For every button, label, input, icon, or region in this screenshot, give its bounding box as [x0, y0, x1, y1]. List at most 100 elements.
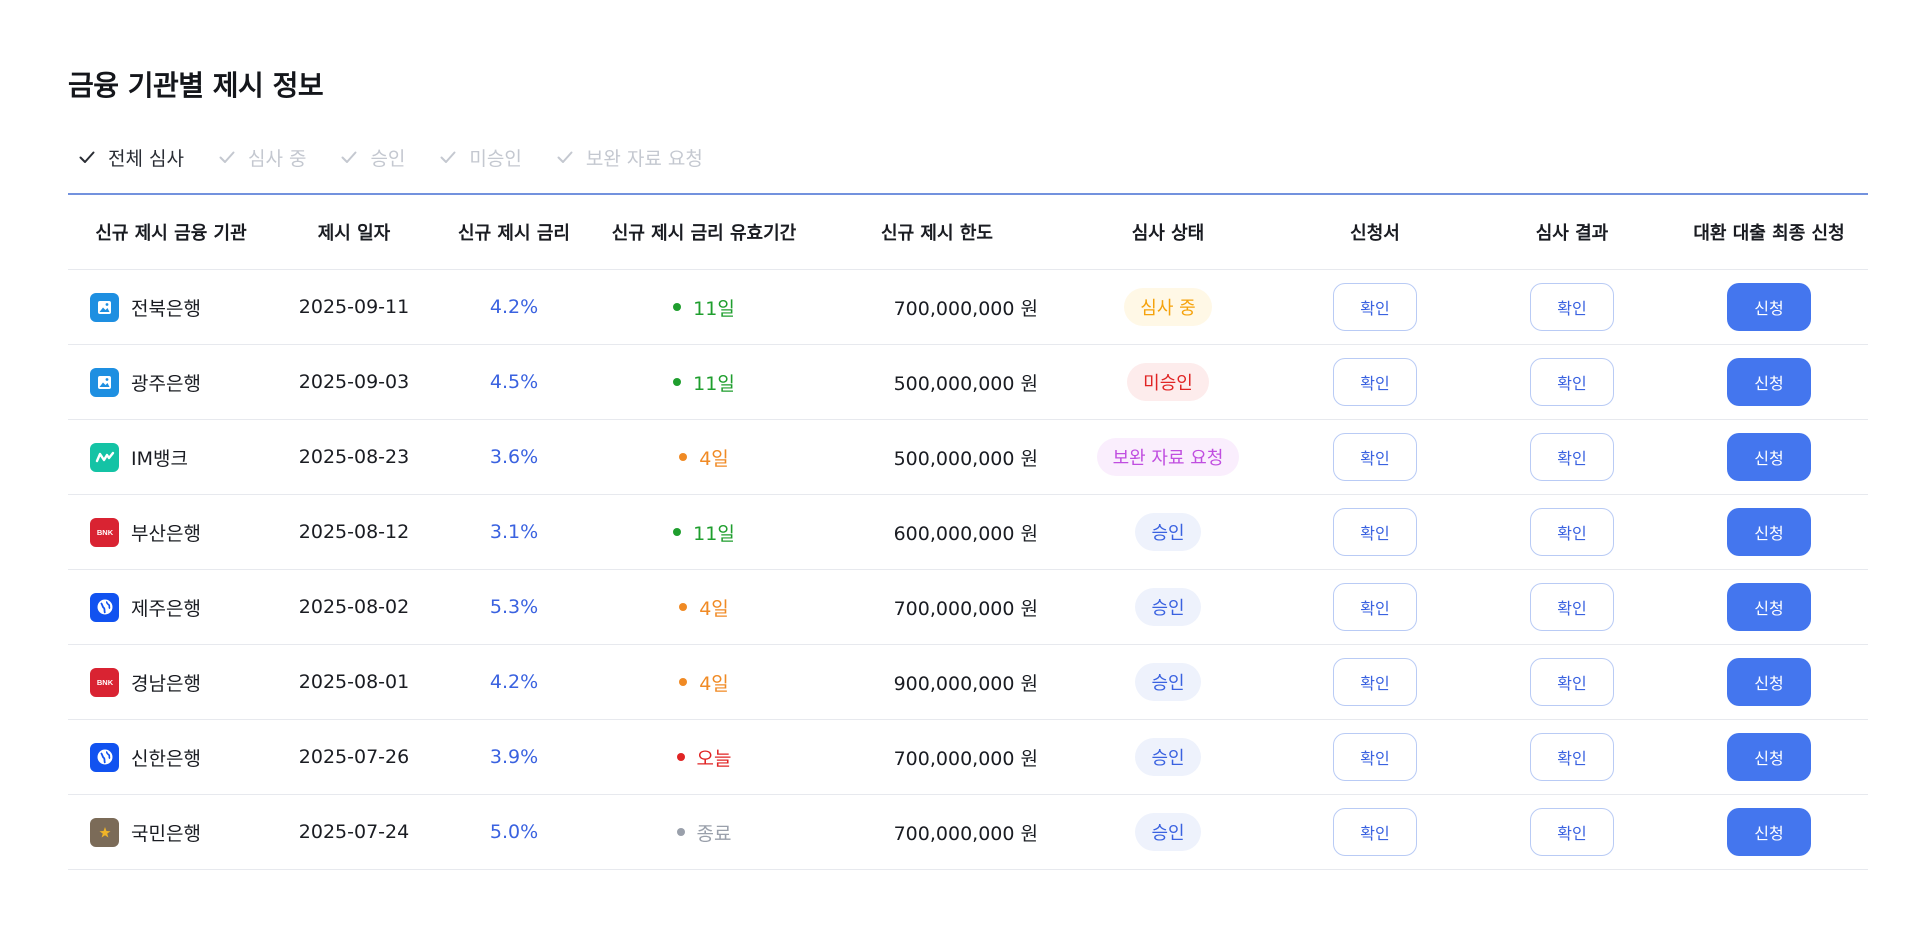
view-result-button[interactable]: 확인	[1530, 358, 1614, 406]
rate-period-value: 종료	[696, 822, 732, 845]
view-application-button[interactable]: 확인	[1333, 358, 1417, 406]
filter-tab-4[interactable]: 보완 자료 요청	[556, 144, 703, 171]
cell-application: 확인	[1276, 794, 1474, 870]
status-dot-icon	[673, 303, 682, 311]
check-icon	[79, 151, 95, 163]
cell-limit: 700,000,000 원	[814, 269, 1060, 345]
bank-logo-image-icon	[90, 292, 119, 322]
apply-button[interactable]: 신청	[1727, 583, 1811, 631]
filter-tab-label: 승인	[370, 147, 406, 170]
cell-status: 승인	[1060, 494, 1276, 570]
cell-rate: 5.0%	[434, 794, 594, 870]
header-bank: 신규 제시 금융 기관	[68, 195, 274, 270]
check-icon	[341, 151, 357, 163]
view-result-button[interactable]: 확인	[1530, 508, 1614, 556]
header-status: 심사 상태	[1060, 195, 1276, 270]
apply-button[interactable]: 신청	[1727, 658, 1811, 706]
apply-button[interactable]: 신청	[1727, 283, 1811, 331]
rate-period-value: 11일	[693, 297, 735, 320]
filter-tab-label: 전체 심사	[108, 147, 184, 170]
cell-date: 2025-08-12	[274, 494, 434, 570]
status-dot-icon	[679, 603, 688, 611]
cell-result: 확인	[1474, 719, 1670, 795]
bank-name: 경남은행	[131, 672, 201, 695]
view-application-button[interactable]: 확인	[1333, 283, 1417, 331]
cell-status: 승인	[1060, 794, 1276, 870]
filter-tab-1[interactable]: 심사 중	[218, 144, 306, 171]
view-application-button[interactable]: 확인	[1333, 583, 1417, 631]
bank-name: 광주은행	[131, 372, 201, 395]
status-dot-icon	[679, 678, 688, 686]
status-badge: 승인	[1135, 738, 1201, 776]
view-result-button[interactable]: 확인	[1530, 283, 1614, 331]
cell-limit: 500,000,000 원	[814, 419, 1060, 495]
status-dot-icon	[676, 753, 685, 761]
bank-name: 제주은행	[131, 597, 201, 620]
cell-rate: 4.5%	[434, 344, 594, 420]
filter-tab-2[interactable]: 승인	[340, 144, 405, 171]
cell-limit: 500,000,000 원	[814, 344, 1060, 420]
cell-limit: 900,000,000 원	[814, 644, 1060, 720]
view-application-button[interactable]: 확인	[1333, 433, 1417, 481]
apply-button[interactable]: 신청	[1727, 808, 1811, 856]
apply-button[interactable]: 신청	[1727, 358, 1811, 406]
cell-application: 확인	[1276, 719, 1474, 795]
cell-limit: 700,000,000 원	[814, 569, 1060, 645]
bank-logo-bnk-icon: BNK	[90, 517, 119, 547]
cell-result: 확인	[1474, 269, 1670, 345]
table-row: 광주은행 2025-09-03 4.5% 11일 500,000,000 원 미승인 확인 확…	[68, 344, 1868, 420]
cell-status: 미승인	[1060, 344, 1276, 420]
cell-rate-period: 4일	[594, 644, 814, 720]
filter-tab-0[interactable]: 전체 심사	[78, 144, 184, 171]
bank-logo-wave-icon	[90, 442, 119, 472]
view-result-button[interactable]: 확인	[1530, 808, 1614, 856]
rate-period-value: 11일	[693, 372, 735, 395]
check-icon	[219, 151, 235, 163]
view-application-button[interactable]: 확인	[1333, 808, 1417, 856]
filter-tab-3[interactable]: 미승인	[439, 144, 522, 171]
cell-rate: 3.1%	[434, 494, 594, 570]
filter-tab-label: 미승인	[469, 147, 522, 170]
cell-rate: 5.3%	[434, 569, 594, 645]
view-result-button[interactable]: 확인	[1530, 733, 1614, 781]
rate-period-value: 오늘	[696, 747, 732, 770]
view-result-button[interactable]: 확인	[1530, 583, 1614, 631]
cell-result: 확인	[1474, 494, 1670, 570]
view-application-button[interactable]: 확인	[1333, 733, 1417, 781]
cell-rate: 3.6%	[434, 419, 594, 495]
cell-bank: 제주은행	[68, 569, 274, 645]
cell-status: 승인	[1060, 644, 1276, 720]
bank-name: 신한은행	[131, 747, 201, 770]
cell-status: 심사 중	[1060, 269, 1276, 345]
view-result-button[interactable]: 확인	[1530, 658, 1614, 706]
cell-date: 2025-07-24	[274, 794, 434, 870]
status-dot-icon	[673, 378, 682, 386]
rate-period-value: 4일	[699, 597, 729, 620]
table-row: BNK 부산은행 2025-08-12 3.1% 11일 600,000,000 원 승인 확…	[68, 494, 1868, 570]
apply-button[interactable]: 신청	[1727, 433, 1811, 481]
view-result-button[interactable]: 확인	[1530, 433, 1614, 481]
apply-button[interactable]: 신청	[1727, 733, 1811, 781]
offers-table: 신규 제시 금융 기관 제시 일자 신규 제시 금리 신규 제시 금리 유효기간…	[68, 195, 1868, 870]
cell-application: 확인	[1276, 494, 1474, 570]
bank-logo-star-icon	[90, 817, 119, 847]
page-title: 금융 기관별 제시 정보	[68, 69, 324, 102]
status-badge: 승인	[1135, 513, 1201, 551]
apply-button[interactable]: 신청	[1727, 508, 1811, 556]
cell-limit: 700,000,000 원	[814, 794, 1060, 870]
bank-name: 전북은행	[131, 297, 201, 320]
svg-text:BNK: BNK	[96, 528, 113, 537]
cell-bank: 국민은행	[68, 794, 274, 870]
cell-rate: 4.2%	[434, 644, 594, 720]
status-badge: 승인	[1135, 663, 1201, 701]
cell-result: 확인	[1474, 344, 1670, 420]
view-application-button[interactable]: 확인	[1333, 508, 1417, 556]
table-row: BNK 경남은행 2025-08-01 4.2% 4일 900,000,000 원 승인 확인…	[68, 644, 1868, 720]
check-icon	[440, 151, 456, 163]
table-row: 제주은행 2025-08-02 5.3% 4일 700,000,000 원 승인 확인 확인 신…	[68, 569, 1868, 645]
view-application-button[interactable]: 확인	[1333, 658, 1417, 706]
cell-rate: 3.9%	[434, 719, 594, 795]
header-rate-period: 신규 제시 금리 유효기간	[594, 195, 814, 270]
header-date: 제시 일자	[274, 195, 434, 270]
